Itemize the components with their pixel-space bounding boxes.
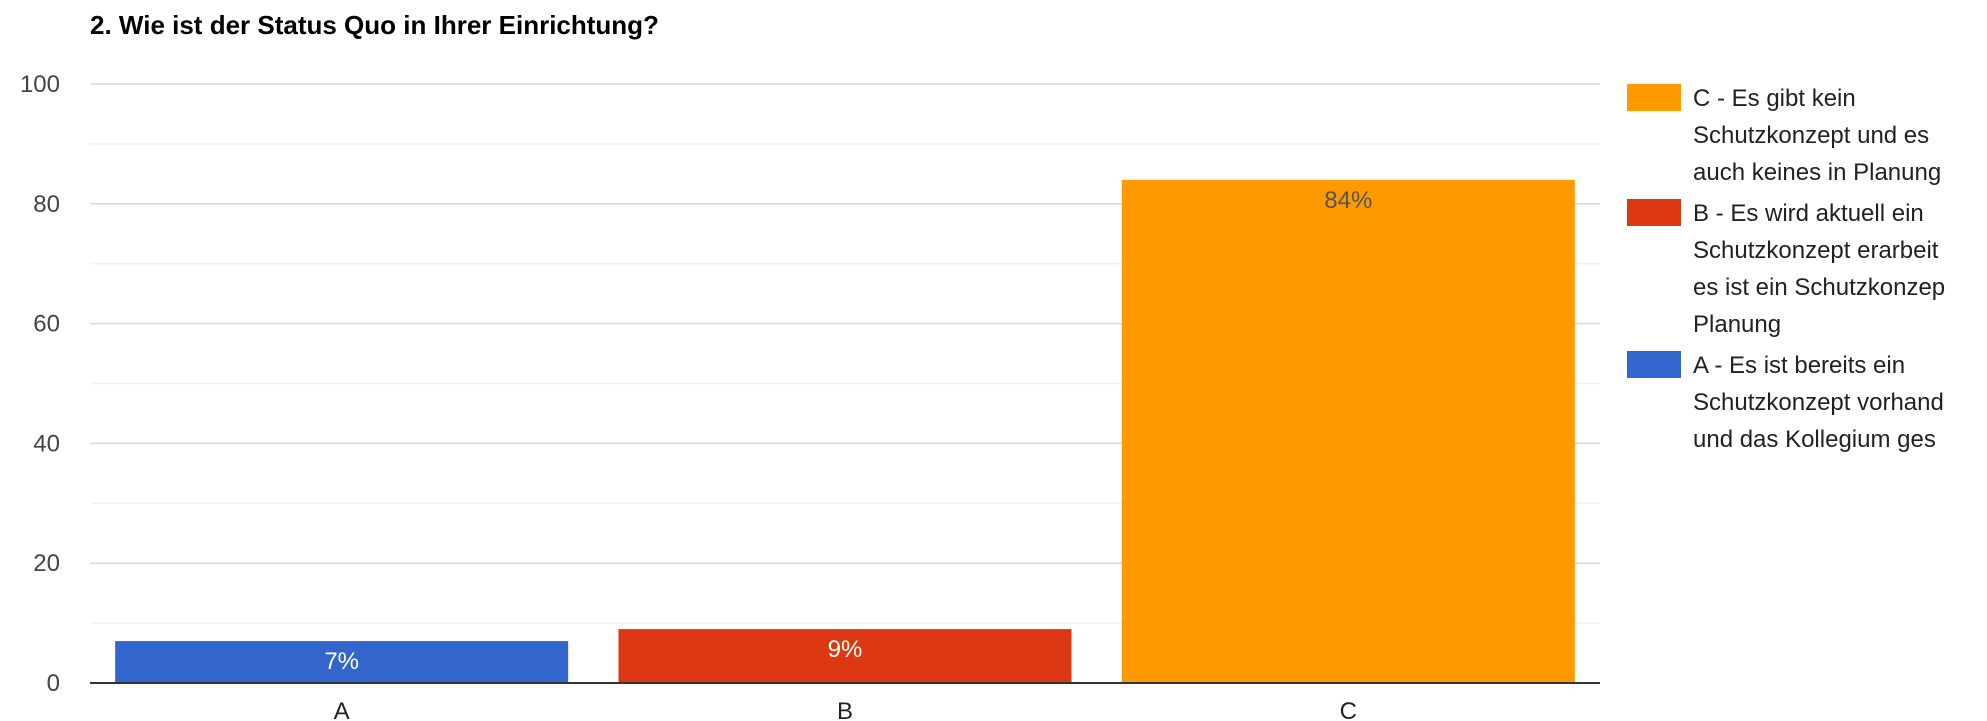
bar-c — [1121, 179, 1575, 683]
x-tick-label: A — [334, 698, 350, 721]
chart-title: 2. Wie ist der Status Quo in Ihrer Einri… — [90, 10, 659, 40]
y-tick-label: 0 — [47, 670, 60, 697]
y-tick-label: 20 — [33, 550, 60, 577]
y-tick-label: 80 — [33, 191, 60, 218]
legend-label-a: und das Kollegium ges — [1693, 426, 1936, 453]
legend-swatch-a — [1627, 351, 1681, 378]
y-tick-label: 100 — [20, 71, 60, 98]
y-tick-label: 60 — [33, 311, 60, 338]
legend-label-c: Schutzkonzept und es — [1693, 122, 1929, 149]
data-label: 9% — [828, 636, 863, 663]
data-label: 7% — [324, 648, 359, 675]
bar-a — [115, 641, 569, 683]
legend-label-a: Schutzkonzept vorhand — [1693, 389, 1944, 416]
x-tick-label: B — [837, 698, 853, 721]
x-tick-label: C — [1340, 698, 1357, 721]
y-tick-label: 40 — [33, 430, 60, 457]
legend-label-c: auch keines in Planung — [1693, 159, 1941, 186]
data-label: 84% — [1324, 187, 1372, 214]
bar-b — [618, 629, 1072, 683]
legend-label-b: B - Es wird aktuell ein — [1693, 200, 1924, 227]
legend-label-c: C - Es gibt kein — [1693, 85, 1856, 112]
legend-label-a: A - Es ist bereits ein — [1693, 352, 1905, 379]
legend-label-b: Planung — [1693, 311, 1781, 338]
legend-label-b: es ist ein Schutzkonzep — [1693, 274, 1945, 301]
legend-swatch-b — [1627, 199, 1681, 226]
legend-swatch-c — [1627, 84, 1681, 111]
legend-label-b: Schutzkonzept erarbeit — [1693, 237, 1939, 264]
